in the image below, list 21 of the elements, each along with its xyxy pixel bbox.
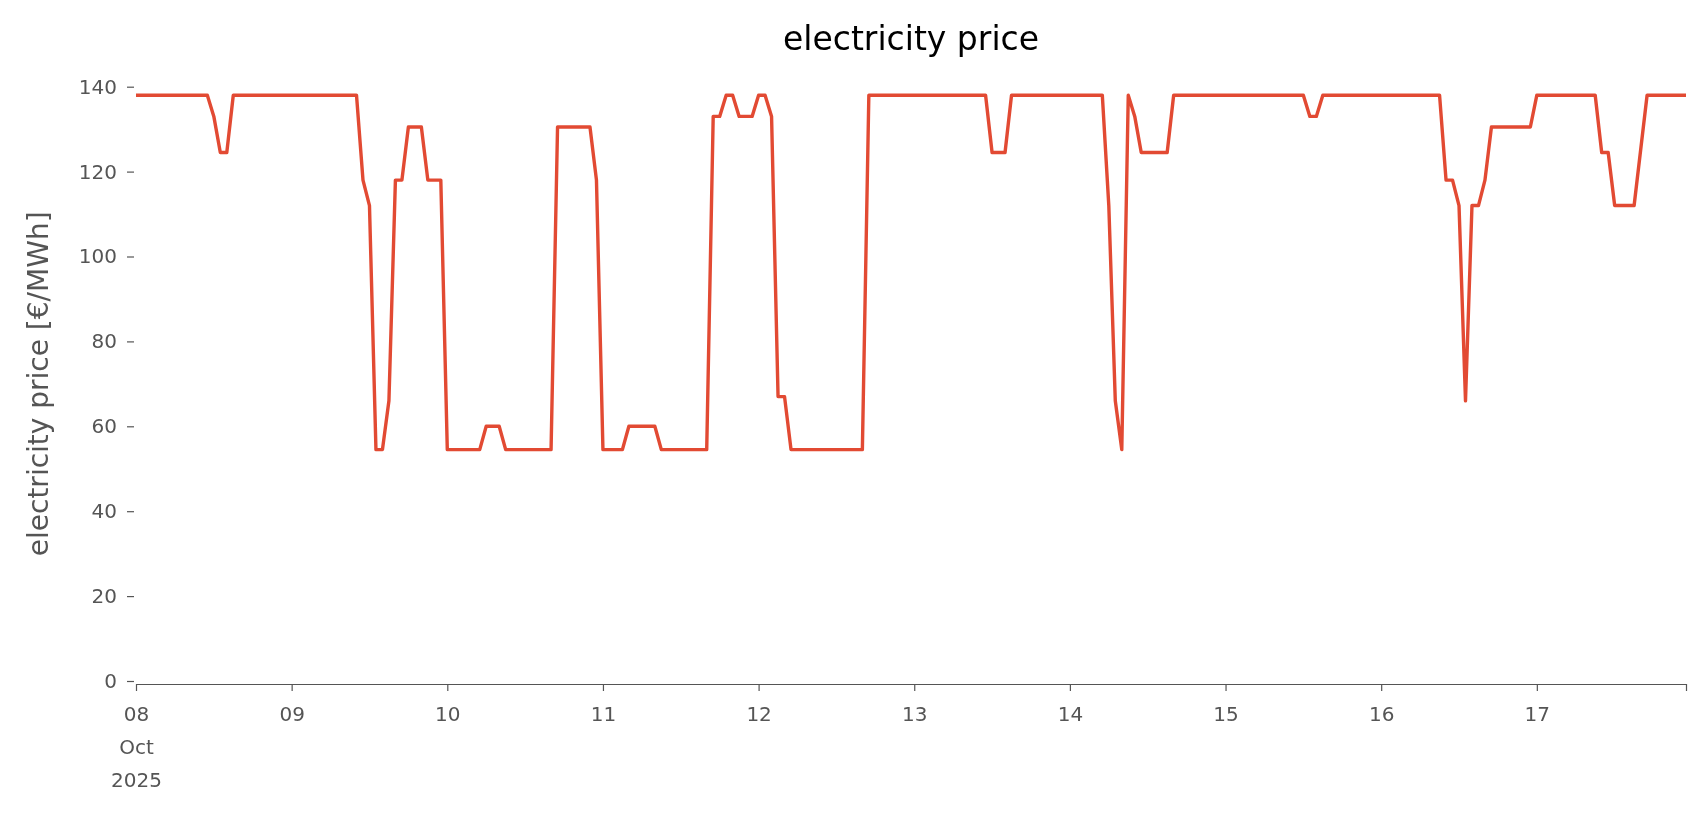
y-tick-label: 40: [91, 499, 117, 524]
line-series: [134, 93, 1688, 452]
x-tick-label: 12: [746, 702, 772, 726]
chart-title: electricity price: [783, 19, 1039, 58]
x-tick-label: 17: [1524, 702, 1551, 726]
y-tick-label: 60: [91, 414, 117, 439]
y-tick-label: 100: [78, 244, 117, 269]
y-tick-label: 120: [78, 159, 117, 184]
y-axis-title: electricity price [€/MWh]: [22, 211, 55, 557]
x-tick-label: 15: [1213, 702, 1239, 726]
y-tick-label: 140: [78, 74, 117, 99]
x-tick-label: 10: [435, 702, 461, 726]
x-tick-label: 14: [1057, 702, 1084, 726]
y-tick-label: 20: [91, 584, 117, 608]
x-tick-label: 11: [590, 702, 617, 726]
x-tick-label: 16: [1368, 702, 1395, 726]
y-tick-label: 0: [104, 668, 117, 693]
x-tick-label: 09: [279, 702, 305, 726]
x-tick-label: 13: [902, 702, 928, 726]
x-tick-label: 08 Oct 2025: [111, 702, 162, 792]
y-tick-label: 80: [91, 329, 117, 354]
